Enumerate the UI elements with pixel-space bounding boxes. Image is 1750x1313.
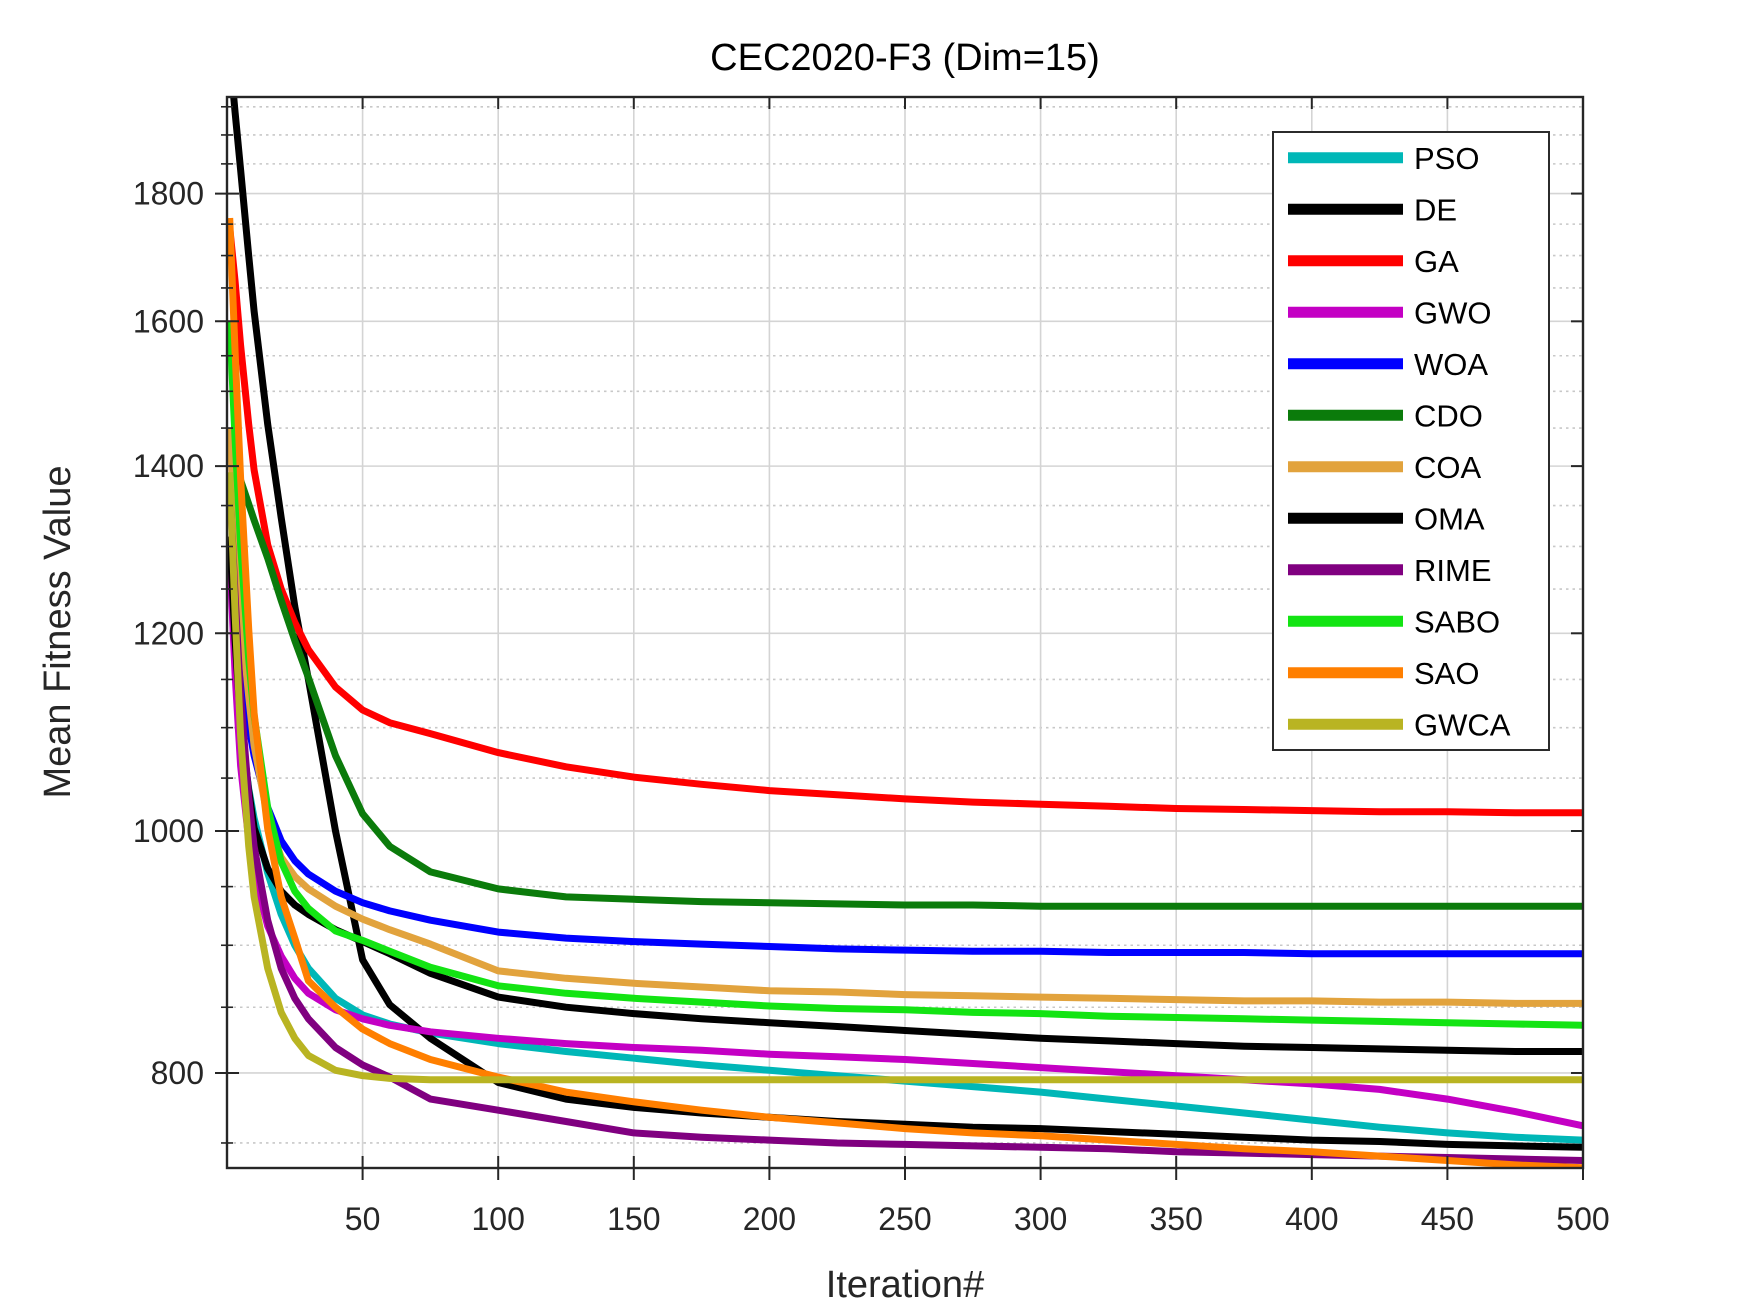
y-tick-label-1000: 1000 xyxy=(133,813,204,849)
legend-label-COA: COA xyxy=(1414,450,1482,485)
curve-RIME xyxy=(227,481,1583,1164)
legend-item-DE: DE xyxy=(1288,192,1457,227)
legend-label-DE: DE xyxy=(1414,192,1457,227)
curve-CDO xyxy=(227,442,1583,910)
legend-box: PSO DE GA GWO WOA CDO COA OMA RIME SABO SAO GWCA xyxy=(1272,131,1550,751)
y-tick-label-1800: 1800 xyxy=(133,176,204,212)
legend-item-WOA: WOA xyxy=(1288,347,1488,382)
x-axis-label: Iteration# xyxy=(826,1264,984,1306)
legend-label-GWCA: GWCA xyxy=(1414,707,1511,742)
x-tick-label-150: 150 xyxy=(607,1201,660,1237)
legend-item-GWO: GWO xyxy=(1288,295,1492,330)
y-axis-label: Mean Fitness Value xyxy=(37,465,79,798)
axis-ticks xyxy=(215,97,1584,1180)
legend-item-COA: COA xyxy=(1288,450,1482,485)
y-tick-labels: 800 1000 1200 1400 1600 1800 xyxy=(133,176,204,1091)
legend-item-SAO: SAO xyxy=(1288,656,1479,691)
curve-OMA xyxy=(227,536,1583,1055)
x-tick-label-100: 100 xyxy=(472,1201,525,1237)
legend-item-RIME: RIME xyxy=(1288,553,1492,588)
x-tick-label-450: 450 xyxy=(1421,1201,1474,1237)
legend-label-SABO: SABO xyxy=(1414,604,1500,639)
x-tick-label-200: 200 xyxy=(743,1201,796,1237)
x-tick-label-250: 250 xyxy=(878,1201,931,1237)
legend-item-GWCA: GWCA xyxy=(1288,707,1511,742)
legend-item-OMA: OMA xyxy=(1288,501,1485,536)
x-tick-label-500: 500 xyxy=(1556,1201,1609,1237)
curve-series xyxy=(227,97,1583,1168)
curve-GA xyxy=(227,226,1583,817)
legend-background xyxy=(1272,131,1550,751)
chart-title: CEC2020-F3 (Dim=15) xyxy=(710,37,1100,79)
legend-label-RIME: RIME xyxy=(1414,553,1492,588)
legend-label-GWO: GWO xyxy=(1414,295,1492,330)
y-tick-label-1600: 1600 xyxy=(133,303,204,339)
legend-item-CDO: CDO xyxy=(1288,398,1483,433)
curve-DE xyxy=(230,97,1583,1151)
legend-label-GA: GA xyxy=(1414,244,1459,279)
y-tick-label-1200: 1200 xyxy=(133,615,204,651)
legend-item-GA: GA xyxy=(1288,244,1459,279)
legend-label-PSO: PSO xyxy=(1414,141,1479,176)
legend-label-CDO: CDO xyxy=(1414,398,1483,433)
legend-item-SABO: SABO xyxy=(1288,604,1500,639)
curve-GWCA xyxy=(227,472,1583,1084)
x-tick-labels: 50 100 150 200 250 300 350 400 450 500 xyxy=(345,1201,1610,1237)
legend-label-WOA: WOA xyxy=(1414,347,1488,382)
x-tick-label-400: 400 xyxy=(1285,1201,1338,1237)
x-tick-label-350: 350 xyxy=(1150,1201,1203,1237)
x-tick-label-50: 50 xyxy=(345,1201,381,1237)
legend-label-SAO: SAO xyxy=(1414,656,1479,691)
y-tick-label-800: 800 xyxy=(151,1055,204,1091)
y-tick-label-1400: 1400 xyxy=(133,448,204,484)
curve-SAO xyxy=(227,217,1583,1168)
legend-label-OMA: OMA xyxy=(1414,501,1485,536)
legend-item-PSO: PSO xyxy=(1288,141,1479,176)
x-tick-label-300: 300 xyxy=(1014,1201,1067,1237)
